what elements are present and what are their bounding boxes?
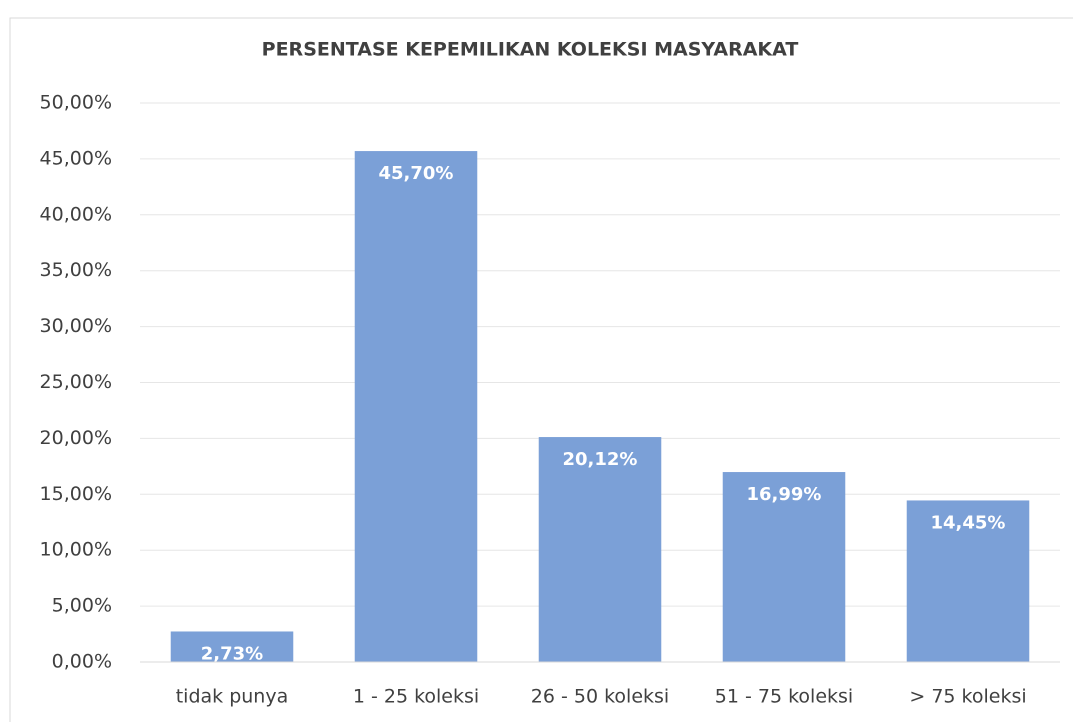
y-tick-label: 45,00% <box>40 147 112 169</box>
y-tick-label: 20,00% <box>40 427 112 449</box>
value-label: 45,70% <box>379 163 454 184</box>
y-tick-label: 30,00% <box>40 315 112 337</box>
y-tick-label: 25,00% <box>40 371 112 393</box>
y-tick-label: 10,00% <box>40 539 112 561</box>
x-tick-label: 51 - 75 koleksi <box>715 686 853 708</box>
x-tick-label: 1 - 25 koleksi <box>353 686 479 708</box>
y-tick-label: 5,00% <box>52 595 112 617</box>
value-label: 16,99% <box>747 484 822 505</box>
x-tick-label: 26 - 50 koleksi <box>531 686 669 708</box>
bar <box>906 500 1030 662</box>
value-label: 20,12% <box>563 449 638 470</box>
chart-title: PERSENTASE KEPEMILIKAN KOLEKSI MASYARAKA… <box>262 39 799 61</box>
y-tick-label: 35,00% <box>40 259 112 281</box>
x-tick-label: tidak punya <box>176 686 289 708</box>
bar <box>538 437 662 662</box>
bar <box>354 151 478 662</box>
y-tick-label: 50,00% <box>40 92 112 114</box>
y-tick-label: 15,00% <box>40 483 112 505</box>
value-label: 2,73% <box>201 643 263 664</box>
chart-border <box>9 17 1073 722</box>
bar <box>722 472 846 662</box>
x-tick-label: > 75 koleksi <box>909 686 1026 708</box>
y-tick-label: 0,00% <box>52 651 112 673</box>
bar <box>170 631 294 662</box>
y-tick-label: 40,00% <box>40 203 112 225</box>
value-label: 14,45% <box>931 512 1006 533</box>
